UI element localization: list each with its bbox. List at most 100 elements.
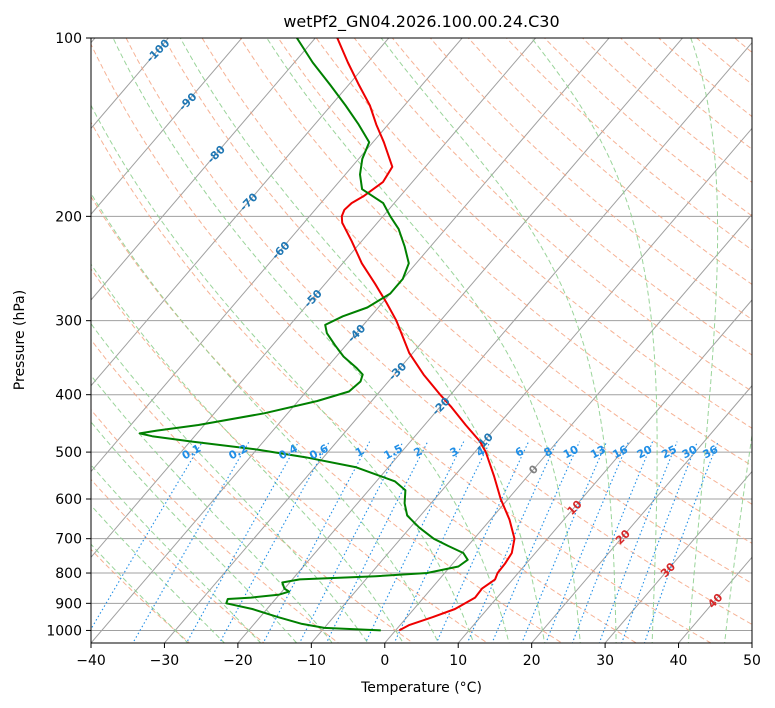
- mixing-ratio-label: 20: [635, 443, 655, 462]
- moist-adiabat-line: [91, 504, 226, 643]
- moist-adiabat-line: [687, 38, 719, 643]
- moist-adiabat-line: [91, 464, 262, 643]
- mixing-ratio-label: 30: [680, 443, 700, 462]
- x-tick-label: 20: [523, 653, 541, 669]
- y-tick-label: 100: [55, 31, 82, 47]
- dry-adiabat-line: [429, 38, 752, 321]
- x-tick-label: −10: [297, 653, 327, 669]
- x-tick-label: 50: [743, 653, 761, 669]
- mixing-ratio-line: [545, 441, 630, 643]
- y-tick-label: 800: [55, 566, 82, 582]
- dry-adiabat-line: [91, 478, 265, 643]
- isotherm-line: [91, 38, 243, 215]
- temperature-profile-line: [336, 38, 516, 632]
- isotherm-line: [677, 556, 752, 643]
- x-tick-label: 30: [596, 653, 614, 669]
- dry-adiabat-line: [353, 38, 752, 392]
- isotherm-line: [604, 470, 752, 643]
- dry-adiabat-line: [91, 268, 489, 643]
- mixing-ratio-line: [621, 441, 699, 643]
- y-tick-label: 500: [55, 445, 82, 461]
- y-tick-label: 600: [55, 492, 82, 508]
- dry-adiabat-line: [91, 548, 191, 643]
- mixing-ratio-label: 25: [659, 443, 679, 462]
- isotherm-line: [91, 38, 537, 559]
- profile-lines: [138, 38, 516, 632]
- y-tick-label: 200: [55, 209, 82, 225]
- isotherm-label: -100: [144, 36, 173, 65]
- mixing-ratio-line: [325, 441, 429, 643]
- y-tick-label: 400: [55, 388, 82, 404]
- isotherm-line: [531, 384, 752, 643]
- mixing-ratio-line: [262, 441, 371, 643]
- mixing-ratio-line: [91, 441, 203, 631]
- mixing-ratio-line: [521, 441, 608, 643]
- x-axis-label: Temperature (°C): [360, 680, 482, 696]
- dry-adiabat-line: [91, 43, 712, 643]
- dry-adiabat-line: [733, 38, 752, 54]
- moist-adiabat-line: [91, 192, 439, 643]
- mixing-ratio-line: [435, 441, 530, 643]
- x-tick-label: −20: [223, 653, 253, 669]
- dry-adiabat-line: [125, 38, 752, 625]
- mixing-ratio-label: 13: [588, 443, 608, 462]
- mixing-ratio-label: 0.6: [307, 442, 331, 463]
- dry-adiabat-line: [757, 25, 775, 655]
- mixing-ratio-label: 16: [610, 443, 630, 462]
- mixing-ratio-line: [218, 441, 330, 643]
- moist-adiabat-line: [91, 421, 298, 643]
- isotherm-line: [457, 299, 752, 643]
- y-tick-label: 900: [55, 596, 82, 612]
- isotherm-line: [237, 41, 752, 643]
- dewpoint-profile-line: [138, 38, 469, 632]
- mixing-ratio-line: [491, 441, 581, 643]
- y-tick-label: 700: [55, 532, 82, 548]
- chart-title: wetPf2_GN04.2026.100.00.24.C30: [283, 12, 559, 32]
- moist-adiabat-line: [91, 322, 369, 643]
- isotherm-line: [384, 213, 752, 643]
- isotherm-line: [91, 38, 316, 301]
- in-plot-labels: 0.1 0.2 0.4 0.6 1 1.5 2 3 4 6 8 10 13 16 20 25 30 36-100-…: [144, 36, 726, 611]
- background-lines: [91, 25, 775, 655]
- mixing-ratio-line: [132, 441, 250, 643]
- x-tick-label: 0: [380, 653, 389, 669]
- mixing-ratio-label: 36: [701, 443, 721, 462]
- mixing-ratio-line: [393, 441, 491, 643]
- moist-adiabat-line: [530, 38, 658, 643]
- isotherm-line: [91, 38, 610, 643]
- dry-adiabat-line: [239, 38, 752, 505]
- mixing-ratio-line: [298, 441, 404, 643]
- axes: −40 −30 −20 −10 0 10 20 30 40 50 100 200 300 400 500 60…: [46, 31, 761, 669]
- y-tick-label: 1000: [46, 623, 82, 639]
- mixing-ratio-label: 10: [561, 443, 581, 462]
- x-tick-label: 40: [670, 653, 688, 669]
- dry-adiabat-line: [505, 38, 752, 251]
- dry-adiabat-line: [657, 38, 752, 118]
- isotherm-line: [91, 38, 463, 473]
- x-tick-label: −40: [76, 653, 106, 669]
- mixing-ratio-line: [598, 441, 678, 643]
- moist-adiabat-line: [91, 543, 189, 643]
- moist-adiabat-line: [91, 374, 333, 643]
- dry-adiabat-line: [91, 195, 563, 643]
- y-axis-label: Pressure (hPa): [12, 290, 28, 390]
- y-tick-label: 300: [55, 314, 82, 330]
- moist-adiabat-line: [91, 263, 404, 643]
- moist-adiabat-line: [380, 38, 617, 643]
- moist-adiabat-line: [179, 38, 546, 643]
- mixing-ratio-line: [571, 441, 654, 643]
- dry-adiabat-line: [581, 38, 752, 183]
- moist-adiabat-line: [266, 38, 581, 643]
- x-tick-label: −30: [150, 653, 180, 669]
- x-tick-label: 10: [449, 653, 467, 669]
- dry-adiabat-line: [391, 38, 752, 356]
- mixing-ratio-label: 0.1: [180, 442, 203, 463]
- dry-adiabat-line: [91, 338, 414, 643]
- dry-adiabat-line: [467, 38, 752, 286]
- dry-adiabat-line: [695, 38, 752, 85]
- plot-frame: [90, 37, 753, 644]
- moist-adiabat-line: [112, 38, 510, 643]
- dry-adiabat-line: [277, 38, 752, 467]
- moist-adiabat-line: [91, 104, 475, 643]
